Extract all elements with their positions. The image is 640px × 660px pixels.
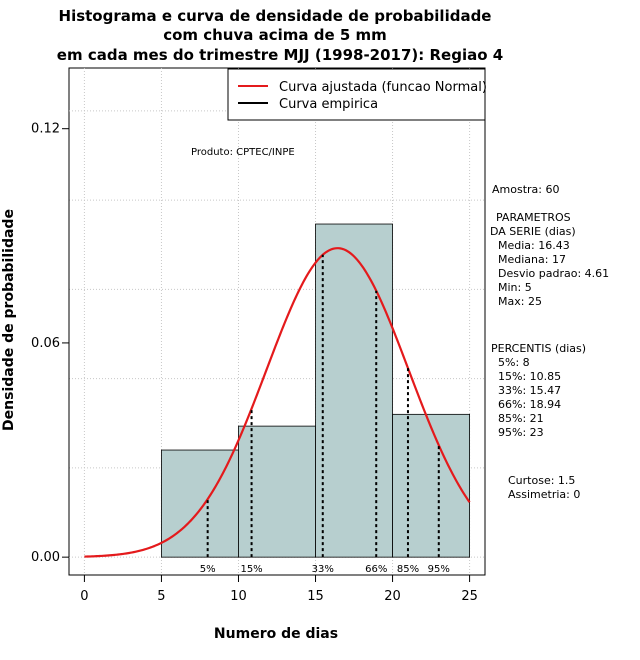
x-tick-label: 15 (307, 589, 324, 604)
param-max: Max: 25 (498, 295, 542, 308)
legend-label-empirical: Curva empirica (279, 97, 378, 112)
axes: 0 5 10 15 20 25 0.00 0.06 0.12 (31, 122, 478, 604)
chart-title-line-2: com chuva acima de 5 mm (163, 26, 387, 44)
x-tick-label: 5 (157, 589, 165, 604)
x-tick-label: 25 (461, 589, 478, 604)
normal-fit-curve (84, 247, 471, 558)
percentile-label-33: 33% (312, 564, 334, 575)
x-tick-label: 20 (384, 589, 401, 604)
statistics-panel: Amostra: 60 PARAMETROS DA SERIE (dias) M… (490, 183, 609, 501)
histogram-bar-2 (238, 425, 316, 558)
percentil-85: 85%: 21 (498, 412, 544, 425)
y-tick-label: 0.12 (31, 122, 60, 137)
chart-title-line-3: em cada mes do trimestre MJJ (1998-2017)… (57, 46, 503, 64)
param-sd: Desvio padrao: 4.61 (498, 267, 609, 280)
percentil-33: 33%: 15.47 (498, 384, 561, 397)
percentile-label-5: 5% (200, 564, 216, 575)
percentile-lines: 5% 15% 33% 66% 85% 95% (200, 254, 450, 575)
percentil-95: 95%: 23 (498, 426, 544, 439)
percentile-label-95: 95% (428, 564, 450, 575)
percentile-label-66: 66% (365, 564, 387, 575)
legend-box (227, 68, 486, 121)
y-tick-label: 0.00 (31, 550, 60, 565)
percentile-label-15: 15% (240, 564, 262, 575)
histogram-bar-3 (315, 223, 393, 558)
histogram-bars (161, 223, 470, 558)
chart-title-line-1: Histograma e curva de densidade de proba… (59, 7, 492, 25)
x-tick-label: 10 (230, 589, 247, 604)
x-tick-label: 0 (80, 589, 88, 604)
param-mean: Media: 16.43 (498, 239, 570, 252)
legend-label-normal: Curva ajustada (funcao Normal) (279, 80, 487, 95)
y-axis-title: Densidade de probabilidade (1, 209, 17, 431)
params-title-line-1: PARAMETROS (496, 211, 571, 224)
percentil-15: 15%: 10.85 (498, 370, 561, 383)
skewness: Assimetria: 0 (508, 488, 580, 501)
sample-size: Amostra: 60 (492, 183, 559, 196)
legend: Curva ajustada (funcao Normal) Curva emp… (227, 68, 487, 121)
percentis-title: PERCENTIS (dias) (491, 342, 586, 355)
kurtosis: Curtose: 1.5 (508, 474, 575, 487)
percentile-label-85: 85% (397, 564, 419, 575)
param-min: Min: 5 (498, 281, 532, 294)
param-median: Mediana: 17 (498, 253, 566, 266)
percentil-66: 66%: 18.94 (498, 398, 561, 411)
density-curves (84, 247, 471, 558)
percentil-5: 5%: 8 (498, 356, 530, 369)
product-annotation: Produto: CPTEC/INPE (191, 147, 295, 158)
x-axis-title: Numero de dias (214, 626, 338, 642)
histogram-bar-4 (392, 413, 470, 558)
params-title-line-2: DA SERIE (dias) (490, 225, 576, 238)
y-tick-label: 0.06 (31, 336, 60, 351)
